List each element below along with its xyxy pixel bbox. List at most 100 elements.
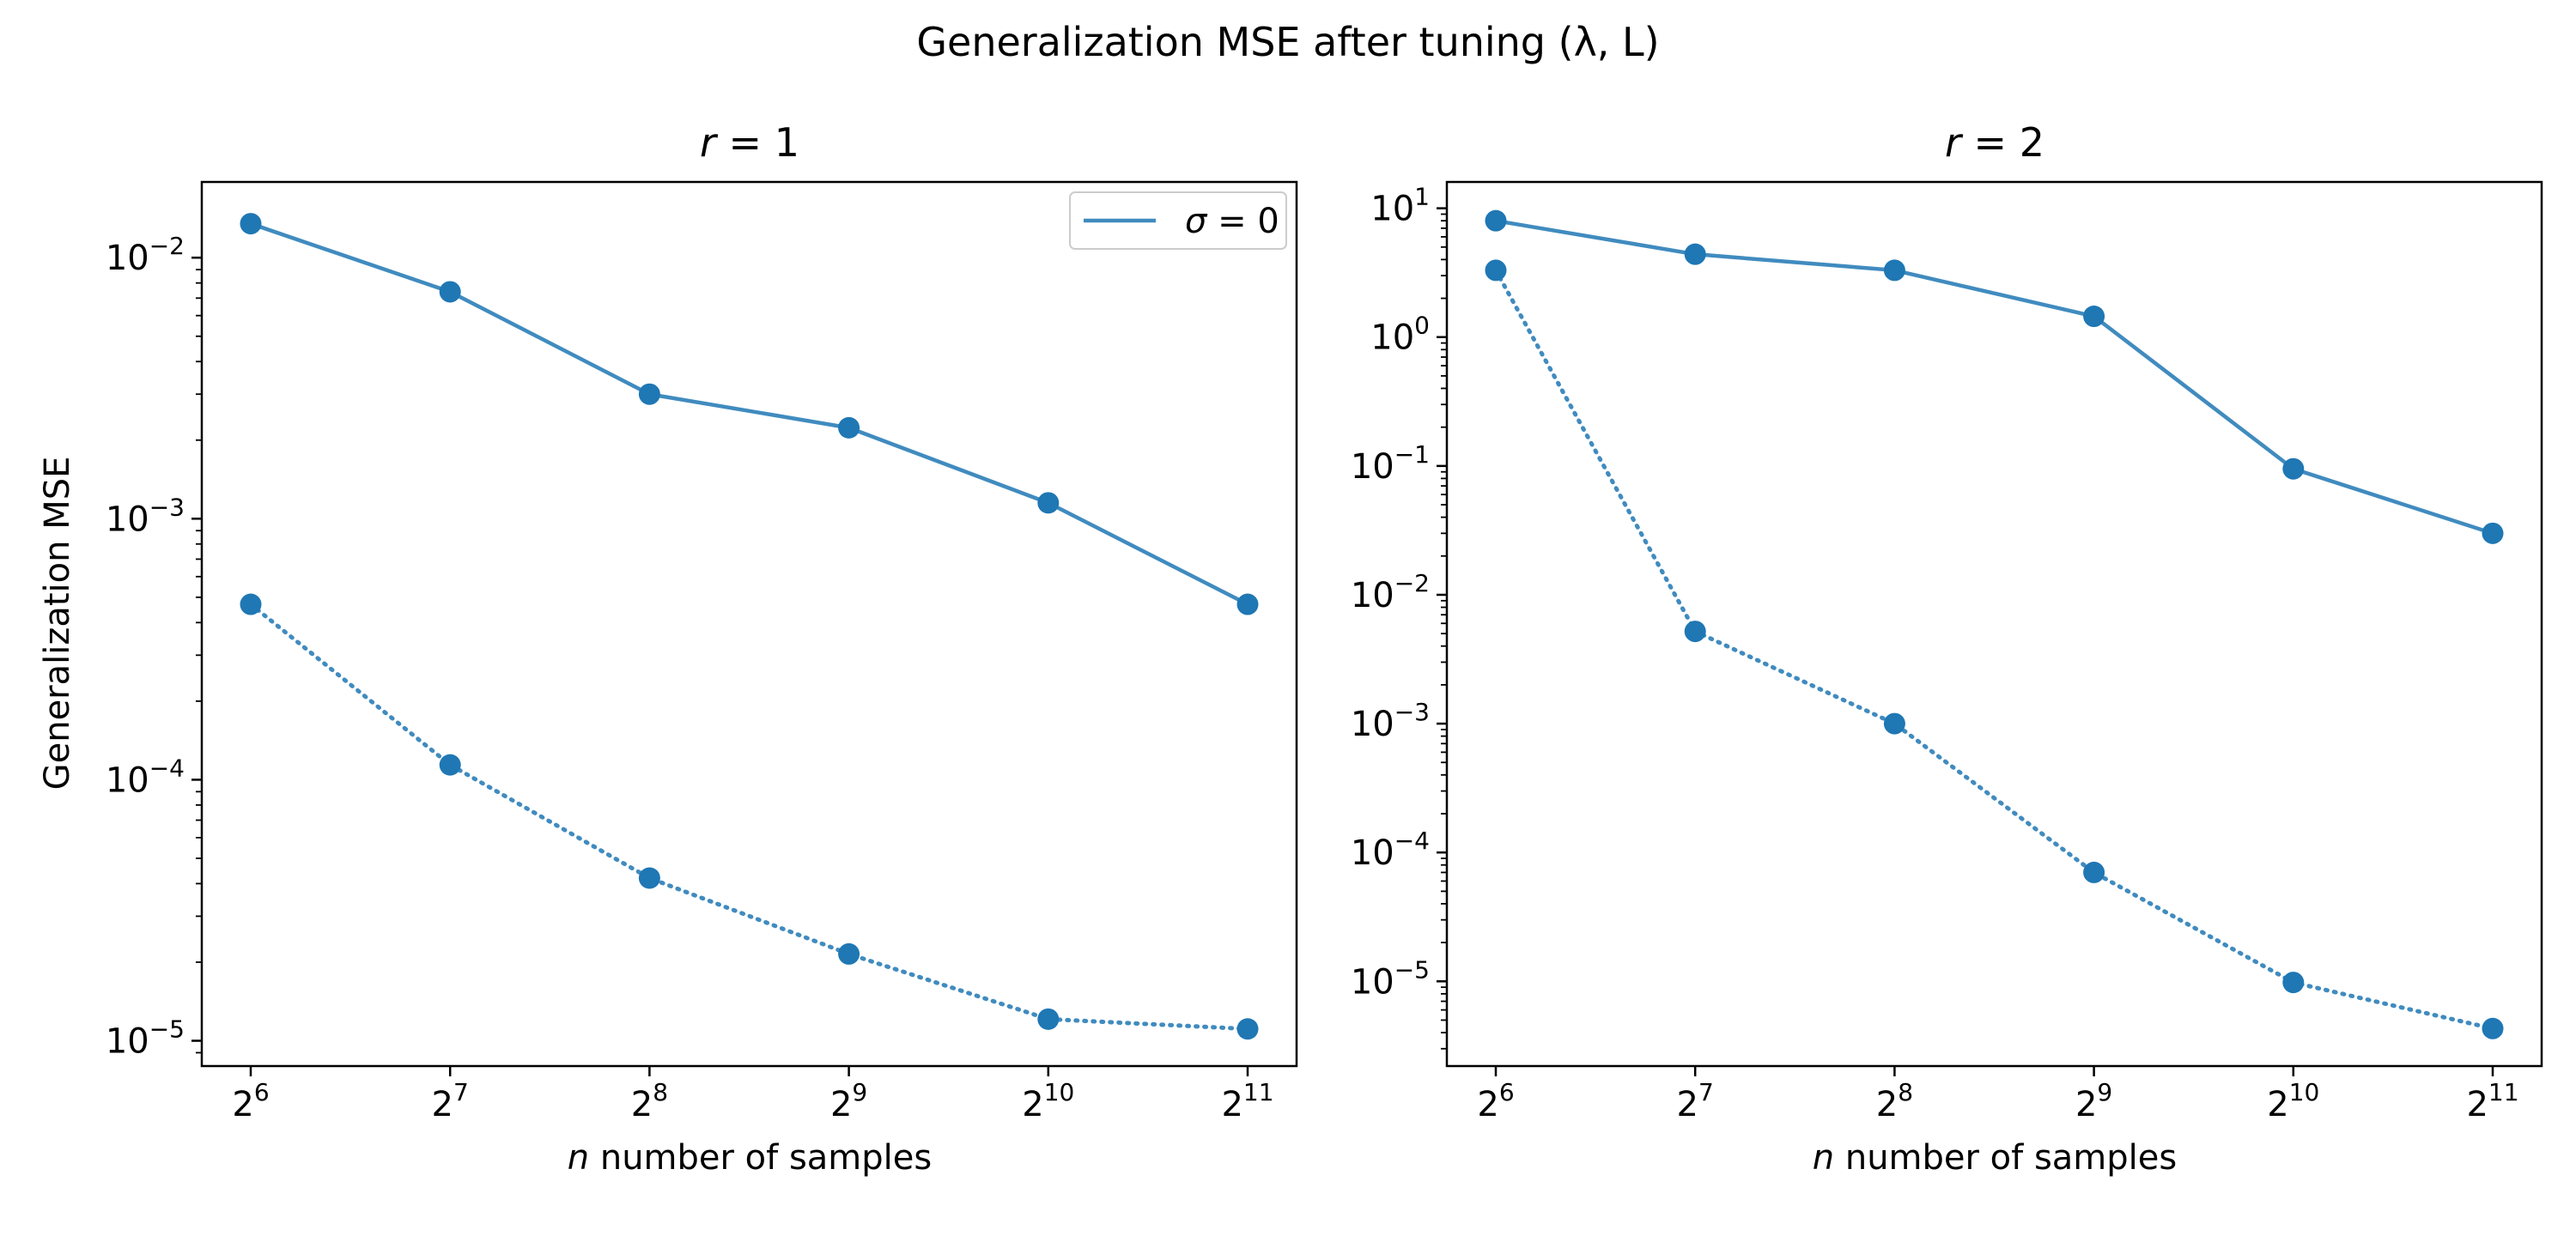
data-point — [2282, 457, 2305, 480]
x-tick-label-exponent: 6 — [254, 1078, 270, 1106]
y-tick-label: 10−4 — [106, 754, 185, 800]
data-point — [1684, 243, 1706, 265]
x-tick-label-base: 2 — [631, 1085, 653, 1124]
data-point — [2282, 972, 2305, 994]
x-tick-label-exponent: 10 — [1044, 1078, 1075, 1106]
data-point — [1485, 209, 1507, 232]
x-tick-label-base: 2 — [1022, 1085, 1043, 1124]
data-point — [2482, 1017, 2504, 1039]
legend: σ = 0 — [1069, 191, 1287, 250]
x-tick-label-exponent: 7 — [1698, 1078, 1714, 1106]
series-line-dotted — [248, 602, 1250, 1032]
x-tick-label-exponent: 10 — [2289, 1078, 2320, 1106]
y-tick-label-exponent: −1 — [1394, 440, 1430, 469]
data-point — [1037, 492, 1060, 514]
y-tick-label-exponent: −5 — [1394, 955, 1430, 984]
y-tick-label-exponent: 1 — [1414, 183, 1430, 211]
x-tick-label: 26 — [1477, 1078, 1514, 1124]
data-point — [2482, 522, 2504, 544]
x-tick-label: 28 — [1876, 1078, 1913, 1124]
x-tick-label-base: 2 — [1677, 1085, 1698, 1124]
x-tick-label: 210 — [1022, 1078, 1074, 1124]
panel-title: r = 1 — [700, 119, 799, 166]
data-point — [1485, 259, 1507, 282]
y-tick-label-base: 10 — [1370, 318, 1414, 358]
y-tick-label-base: 10 — [106, 1022, 149, 1062]
y-tick-label-exponent: −2 — [1394, 569, 1430, 597]
y-tick-label: 10−5 — [106, 1015, 185, 1062]
panel-title-value: 1 — [775, 119, 799, 166]
y-tick-label-base: 10 — [1351, 447, 1394, 487]
x-tick-label-exponent: 11 — [1243, 1078, 1274, 1106]
x-tick-label-base: 2 — [432, 1085, 453, 1124]
x-tick-label-exponent: 9 — [852, 1078, 867, 1106]
x-axis-label: n number of samples — [568, 1138, 932, 1178]
data-point — [1684, 621, 1706, 643]
x-tick-label-base: 2 — [1876, 1085, 1898, 1124]
x-tick-label-base: 2 — [830, 1085, 852, 1124]
x-tick-label-exponent: 8 — [653, 1078, 668, 1106]
data-point — [240, 593, 262, 615]
x-tick-label: 27 — [1677, 1078, 1714, 1124]
x-tick-label-exponent: 9 — [2097, 1078, 2112, 1106]
panel-title-var: r — [700, 119, 719, 166]
x-tick-label-exponent: 8 — [1898, 1078, 1913, 1106]
y-tick-label: 10−3 — [1351, 698, 1430, 744]
y-axis-label: Generalization MSE — [38, 457, 77, 791]
y-tick-label: 101 — [1370, 183, 1430, 229]
y-tick-label: 10−5 — [1351, 955, 1430, 1002]
panel-title: r = 2 — [1945, 119, 2044, 166]
data-point — [1037, 1008, 1060, 1030]
x-tick-label-exponent: 11 — [2488, 1078, 2519, 1106]
y-tick-label-exponent: −4 — [1394, 827, 1430, 855]
x-tick-label: 28 — [631, 1078, 668, 1124]
data-point — [1883, 712, 1905, 735]
y-tick-label: 10−4 — [1351, 827, 1430, 873]
y-tick-label-exponent: −5 — [149, 1015, 185, 1044]
y-tick-label-base: 10 — [1351, 962, 1394, 1002]
x-tick-label-base: 2 — [2075, 1085, 2097, 1124]
series-line-solid — [250, 221, 1249, 607]
panel-r1: r = 1 n number of samples Generalization… — [38, 119, 1298, 1178]
legend-entry-value: 0 — [1257, 202, 1279, 241]
x-tick-label: 210 — [2267, 1078, 2319, 1124]
x-tick-label-base: 2 — [2267, 1085, 2288, 1124]
x-tick-label: 26 — [232, 1078, 269, 1124]
y-tick-label-base: 10 — [1351, 833, 1394, 873]
y-tick-label: 10−3 — [106, 493, 185, 539]
y-tick-label-exponent: −4 — [149, 754, 185, 782]
x-tick-label: 211 — [2466, 1078, 2518, 1124]
x-axis-label-text: number of samples — [589, 1138, 932, 1178]
x-axis-label: n number of samples — [1813, 1138, 2177, 1178]
y-tick-label-base: 10 — [106, 239, 149, 278]
x-tick-label: 27 — [432, 1078, 469, 1124]
data-point — [439, 281, 461, 303]
panel-title-var: r — [1945, 119, 1964, 166]
panel-title-value: 2 — [2020, 119, 2044, 166]
x-tick-label-exponent: 6 — [1499, 1078, 1515, 1106]
data-point — [439, 754, 461, 776]
y-tick-label-exponent: −3 — [1394, 698, 1430, 726]
data-point — [1236, 593, 1259, 615]
data-point — [1883, 259, 1905, 282]
x-tick-label: 211 — [1221, 1078, 1273, 1124]
x-tick-label-base: 2 — [2466, 1085, 2488, 1124]
y-tick-label: 10−2 — [1351, 569, 1430, 615]
legend-entry-label: σ = 0 — [1185, 202, 1279, 241]
data-point — [838, 416, 860, 439]
data-point — [638, 867, 660, 889]
y-tick-label: 10−2 — [106, 232, 185, 278]
x-tick-label-exponent: 7 — [453, 1078, 469, 1106]
y-tick-label: 100 — [1370, 312, 1430, 358]
y-tick-label-base: 10 — [106, 500, 149, 539]
x-axis-label-text: number of samples — [1834, 1138, 2177, 1178]
data-point — [1236, 1018, 1259, 1040]
y-tick-label-base: 10 — [106, 760, 149, 800]
figure-suptitle: Generalization MSE after tuning (λ, L) — [916, 19, 1659, 65]
series-line-solid — [1495, 218, 2494, 536]
x-tick-label-base: 2 — [232, 1085, 253, 1124]
data-point — [838, 942, 860, 965]
x-tick-label-base: 2 — [1477, 1085, 1498, 1124]
